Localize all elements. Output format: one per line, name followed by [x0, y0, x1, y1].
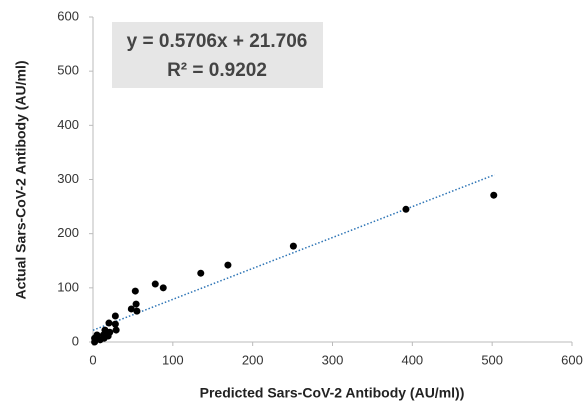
point [224, 261, 232, 269]
point [159, 284, 167, 292]
point [101, 326, 109, 334]
x-tick-label: 400 [401, 352, 423, 367]
point [197, 269, 205, 277]
y-tick-label: 0 [72, 333, 79, 348]
point [131, 287, 139, 295]
x-tick-label: 0 [89, 352, 96, 367]
y-tick-label: 100 [57, 279, 79, 294]
x-tick-label: 600 [561, 352, 583, 367]
x-tick-label: 200 [242, 352, 264, 367]
y-tick-label: 600 [57, 8, 79, 23]
trendline [92, 174, 495, 331]
point [402, 205, 410, 213]
x-axis-title: Predicted Sars-CoV-2 Antibody (AU/ml)) [200, 385, 465, 401]
point [132, 300, 140, 308]
y-tick-label: 500 [57, 63, 79, 78]
point [111, 312, 119, 320]
x-tick-label: 300 [322, 352, 344, 367]
point [289, 242, 297, 250]
equation: y = 0.5706x + 21.706 [127, 31, 308, 52]
y-tick-label: 400 [57, 117, 79, 132]
x-tick-label: 500 [481, 352, 503, 367]
point [105, 319, 113, 327]
equation-box [112, 22, 323, 88]
point [133, 307, 141, 315]
point [490, 191, 498, 199]
point [111, 320, 119, 328]
point [112, 326, 120, 334]
y-tick-label: 200 [57, 225, 79, 240]
x-tick-label: 100 [162, 352, 184, 367]
y-axis-title: Actual Sars-CoV-2 Antibody (AU/ml) [13, 60, 29, 299]
point [127, 305, 135, 313]
r-squared: R² = 0.9202 [167, 60, 267, 81]
point [151, 280, 159, 288]
y-tick-label: 300 [57, 171, 79, 186]
